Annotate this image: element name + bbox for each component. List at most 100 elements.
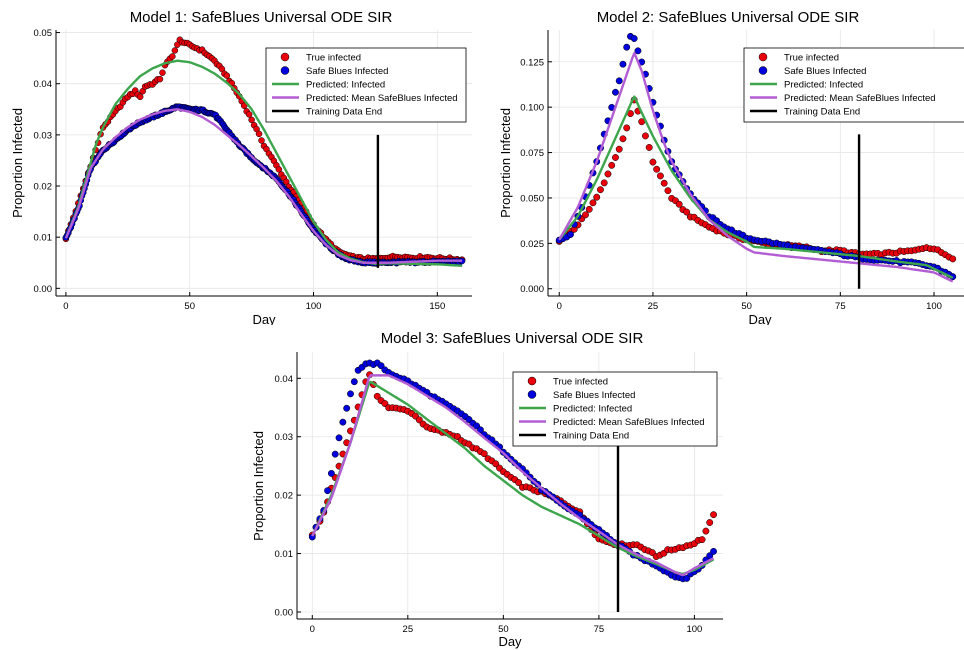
data-point [612, 154, 619, 161]
legend-box [265, 47, 467, 123]
x-tick-label: 50 [498, 624, 509, 635]
data-point [664, 187, 672, 195]
legend-label: True infected [784, 53, 839, 64]
series-line-predicted-infected [558, 95, 954, 279]
y-axis-label: Proportion Infected [10, 108, 25, 218]
data-point [675, 200, 683, 208]
series-line-predicted-mean-safeblues [64, 108, 463, 264]
data-point [347, 390, 354, 398]
legend-label: Training Data End [553, 431, 629, 442]
data-point [949, 255, 957, 263]
x-tick-label: 50 [741, 301, 752, 312]
y-axis-label: Proportion Infected [251, 431, 266, 541]
data-point [255, 130, 263, 138]
x-axis-label: Day [748, 312, 772, 325]
y-tick-label: 0.075 [520, 148, 544, 159]
legend: True infected Safe Blues Infected Predicte… [265, 47, 467, 123]
data-point [660, 179, 668, 187]
x-tick-label: 100 [306, 301, 322, 312]
legend-marker [527, 376, 537, 386]
data-point [480, 450, 488, 458]
legend-label: Safe Blues Infected [784, 66, 866, 77]
data-point [136, 93, 144, 101]
legend-box [743, 47, 964, 123]
legend-label: True infected [553, 377, 608, 388]
data-point [223, 72, 231, 79]
data-point [634, 47, 642, 55]
data-point [343, 404, 351, 412]
legend-marker [280, 52, 290, 62]
data-point [156, 75, 164, 83]
data-point [649, 158, 657, 166]
data-point [327, 469, 335, 477]
legend-label: Safe Blues Infected [306, 66, 388, 77]
data-point [656, 172, 664, 180]
legend: True infected Safe Blues Infected Predicte… [743, 47, 964, 123]
data-point [600, 179, 608, 187]
x-tick-label: 0 [63, 301, 68, 312]
y-tick-label: 0.00 [275, 607, 294, 618]
legend-marker [280, 66, 290, 75]
chart-panel-model-3: 0 25 50 75 100 0.00 0.01 0.02 0.03 0.04 Model 3: S… [251, 330, 723, 649]
data-point [245, 111, 253, 118]
legend-label: Predicted: Infected [553, 404, 632, 415]
y-tick-label: 0.100 [520, 103, 544, 114]
plot-area [308, 359, 717, 612]
data-point [373, 392, 381, 400]
data-point [585, 205, 593, 213]
legend-label: Predicted: Mean SafeBlues Infected [306, 93, 458, 104]
data-point [619, 135, 627, 143]
data-point [698, 536, 706, 544]
data-point [248, 116, 255, 124]
chart-panel-model-2: 0 25 50 75 100 0.000 0.025 0.050 0.075 0.100 0.125… [498, 9, 964, 325]
legend-label: Training Data End [784, 107, 860, 118]
data-point [710, 547, 717, 555]
series-line-predicted-infected [311, 380, 715, 576]
data-point [619, 60, 627, 68]
data-point [623, 43, 631, 51]
data-point [630, 35, 638, 42]
data-point [615, 77, 623, 85]
y-tick-label: 0.050 [520, 193, 544, 204]
data-point [324, 487, 332, 495]
data-point [593, 193, 601, 201]
x-tick-label: 150 [429, 301, 445, 312]
x-tick-label: 0 [557, 301, 562, 312]
data-point [623, 124, 631, 132]
data-point [159, 69, 166, 76]
data-point [331, 450, 339, 458]
series-true-infected [555, 96, 957, 263]
data-point [653, 165, 661, 173]
data-point [169, 53, 176, 60]
plot-area [555, 32, 957, 289]
legend-label: Predicted: Mean SafeBlues Infected [553, 417, 705, 428]
data-point [258, 137, 265, 144]
series-line-predicted-mean-safeblues [558, 51, 954, 283]
legend-label: Predicted: Infected [306, 80, 385, 91]
legend-box [512, 371, 718, 447]
legend-marker [758, 52, 768, 62]
data-point [335, 434, 343, 442]
data-point [645, 144, 653, 151]
data-point [339, 418, 347, 426]
legend-label: Predicted: Infected [784, 80, 863, 91]
legend-marker [758, 66, 768, 75]
data-point [641, 132, 649, 140]
data-point [240, 102, 248, 110]
y-tick-label: 0.02 [34, 182, 53, 193]
data-point [710, 511, 717, 519]
y-tick-label: 0.125 [520, 57, 544, 68]
y-axis-label: Proportion Infected [498, 108, 513, 218]
data-point [515, 479, 523, 487]
x-tick-label: 100 [926, 301, 942, 312]
x-tick-label: 75 [835, 301, 846, 312]
data-point [350, 378, 358, 386]
data-point [615, 145, 623, 153]
data-point [171, 47, 179, 54]
data-point [608, 161, 616, 169]
y-tick-label: 0.01 [34, 233, 53, 244]
data-point [702, 527, 710, 535]
x-tick-label: 0 [310, 624, 315, 635]
x-tick-label: 50 [184, 301, 195, 312]
